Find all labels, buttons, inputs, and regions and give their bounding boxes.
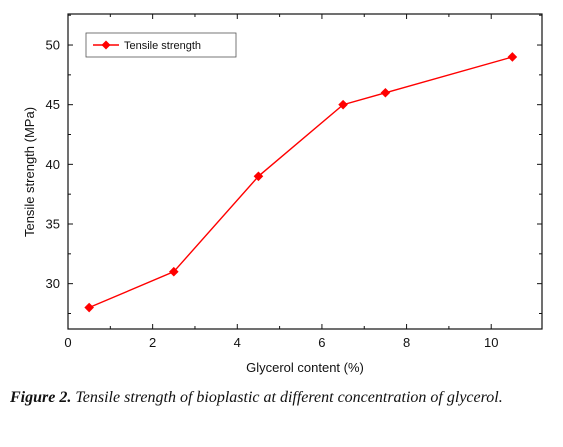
caption-text: Tensile strength of bioplastic at differ… bbox=[75, 389, 503, 406]
figure-caption: Figure 2. Tensile strength of bioplastic… bbox=[10, 388, 555, 408]
data-point bbox=[507, 52, 518, 62]
data-point bbox=[84, 302, 94, 313]
y-tick-label: 50 bbox=[46, 38, 60, 53]
legend-label: Tensile strength bbox=[124, 40, 201, 52]
x-tick-label: 2 bbox=[149, 335, 156, 350]
y-axis-ticks: 30 35 40 45 50 bbox=[46, 14, 542, 314]
x-tick-label: 10 bbox=[484, 335, 498, 350]
x-axis-ticks: 0 2 4 6 8 10 bbox=[64, 14, 498, 350]
data-point bbox=[380, 87, 391, 98]
y-axis-title: Tensile strength (MPa) bbox=[22, 107, 37, 237]
x-tick-label: 6 bbox=[318, 335, 325, 350]
series-layer bbox=[84, 52, 518, 313]
series-line bbox=[88, 56, 513, 309]
x-tick-label: 8 bbox=[403, 335, 410, 350]
legend: Tensile strength bbox=[85, 32, 237, 58]
plot-frame bbox=[67, 13, 543, 330]
caption-label: Figure 2. bbox=[10, 389, 72, 406]
x-tick-label: 0 bbox=[64, 335, 71, 350]
data-point bbox=[338, 99, 348, 110]
y-tick-label: 30 bbox=[46, 276, 60, 291]
x-tick-label: 4 bbox=[234, 335, 241, 350]
x-axis-title: Glycerol content (%) bbox=[246, 360, 364, 375]
y-tick-label: 45 bbox=[46, 97, 60, 112]
y-tick-label: 40 bbox=[46, 157, 60, 172]
data-point bbox=[253, 171, 264, 182]
legend-marker bbox=[101, 40, 111, 50]
y-tick-label: 35 bbox=[46, 217, 60, 232]
data-point bbox=[169, 266, 179, 277]
chart: 0 2 4 6 8 10 30 35 40 45 50 Tensile strength Glyc… bbox=[22, 13, 543, 375]
